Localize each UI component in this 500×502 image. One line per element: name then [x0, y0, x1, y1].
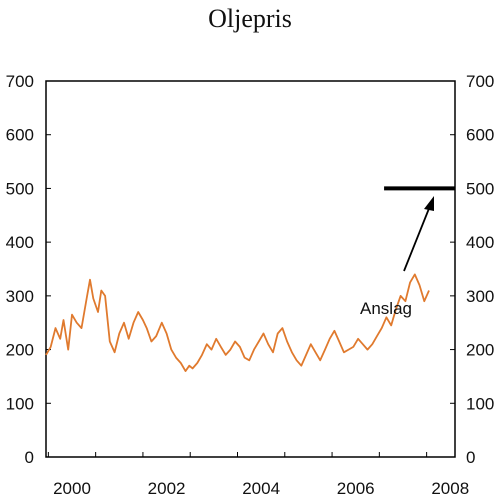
chart-title: Oljepris [208, 4, 292, 33]
series-line-oil-price [45, 273, 430, 373]
x-tick-label: 2006 [337, 479, 375, 498]
y-axis-left: 0 100 200 300 400 500 600 700 [6, 72, 51, 467]
x-tick-label: 2008 [431, 479, 469, 498]
y-tick-label-left: 500 [6, 179, 34, 198]
y-tick-label-left: 0 [25, 448, 34, 467]
y-tick-label-left: 700 [6, 72, 34, 91]
x-tick-label: 2002 [148, 479, 186, 498]
y-tick-label-right: 300 [466, 287, 494, 306]
y-tick-label-right: 0 [466, 448, 475, 467]
y-tick-label-left: 300 [6, 287, 34, 306]
y-tick-label-right: 500 [466, 179, 494, 198]
annotation-arrow [403, 205, 431, 272]
y-tick-label-right: 700 [466, 72, 494, 91]
x-tick-label: 2004 [242, 479, 280, 498]
y-tick-label-right: 200 [466, 341, 494, 360]
annotation-label-anslag: Anslag [360, 299, 412, 318]
y-axis-right: 0 100 200 300 400 500 600 700 [450, 72, 494, 467]
y-tick-label-right: 400 [466, 233, 494, 252]
y-tick-label-left: 600 [6, 126, 34, 145]
y-tick-label-left: 100 [6, 394, 34, 413]
y-tick-label-left: 400 [6, 233, 34, 252]
y-tick-label-right: 600 [466, 126, 494, 145]
x-axis: 2000 2002 2004 2006 2008 [47, 452, 469, 498]
y-tick-label-right: 100 [466, 394, 494, 413]
y-tick-label-left: 200 [6, 341, 34, 360]
plot-area-frame [45, 80, 456, 458]
annotation-arrowhead [424, 196, 434, 211]
x-tick-label: 2000 [53, 479, 91, 498]
